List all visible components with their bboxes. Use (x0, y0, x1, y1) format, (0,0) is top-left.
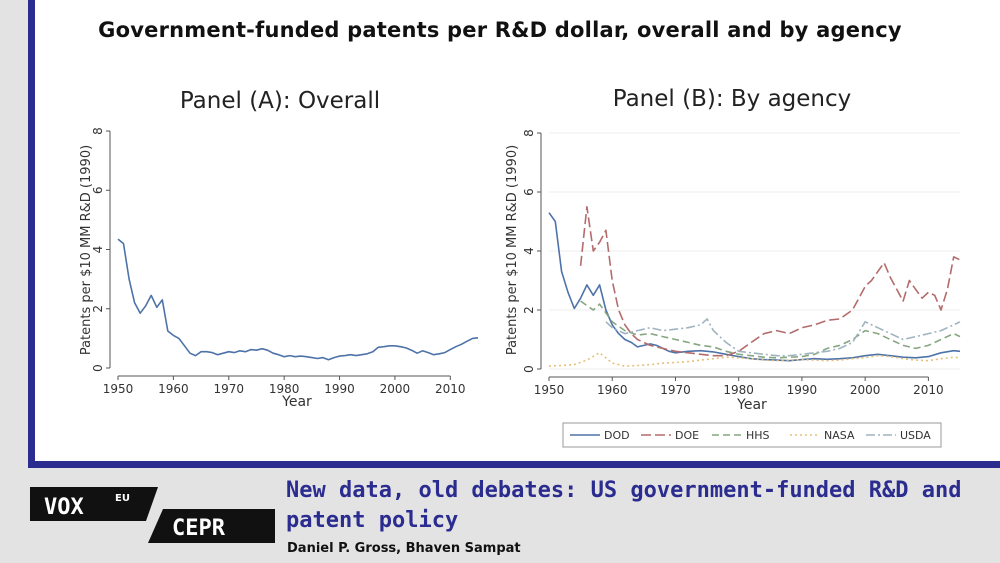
panel-b-title: Panel (B): By agency (613, 86, 852, 112)
legend-label-hhs: HHS (746, 429, 770, 442)
series-line-dod (548, 212, 961, 362)
panel-a-axes: 0 2 4 6 8 1950 1960 1970 1980 1990 2000 2010 (91, 127, 466, 396)
series-line-doe (579, 206, 961, 357)
panel-a-title: Panel (A): Overall (180, 88, 380, 114)
article-authors: Daniel P. Gross, Bhaven Sampat (287, 541, 521, 556)
x-tick-label: 1960 (158, 382, 189, 396)
panel-b-chart: Panel (B): By agency Patents per $10 MM … (505, 86, 961, 448)
charts-area: Panel (A): Overall Patents per $10 MM R&… (79, 86, 961, 448)
x-tick-label: 1980 (723, 383, 754, 397)
article-title-line-1: New data, old debates: US government-fun… (286, 478, 962, 503)
x-tick-label: 1950 (534, 383, 565, 397)
cepr-logo-block (148, 509, 275, 543)
y-tick-label: 6 (91, 186, 105, 194)
article-title-line-2: patent policy (286, 508, 459, 533)
vox-logo-text: VOX (44, 495, 84, 520)
panel-b-lines (548, 206, 961, 367)
legend-label-dod: DOD (604, 429, 630, 442)
series-line-usda (605, 318, 961, 357)
series-line-hhs (580, 300, 961, 359)
x-tick-label: 2000 (850, 383, 881, 397)
y-tick-label: 6 (522, 188, 536, 196)
figure-title: Government-funded patents per R&D dollar… (98, 18, 902, 42)
y-tick-label: 0 (91, 364, 105, 372)
x-tick-label: 1970 (213, 382, 244, 396)
panel-a-chart: Panel (A): Overall Patents per $10 MM R&… (79, 88, 479, 410)
panel-a-xlabel: Year (281, 394, 312, 410)
y-tick-label: 8 (522, 129, 536, 137)
y-tick-label: 4 (91, 246, 105, 254)
cepr-logo-text: CEPR (172, 516, 226, 541)
y-tick-label: 0 (522, 365, 536, 373)
x-tick-label: 2010 (913, 383, 944, 397)
x-tick-label: 1980 (269, 382, 300, 396)
y-tick-label: 4 (522, 247, 536, 255)
legend-label-nasa: NASA (824, 429, 855, 442)
voxeu-cepr-logo[interactable]: VOX EU CEPR (30, 487, 275, 547)
x-tick-label: 1990 (787, 383, 818, 397)
x-tick-label: 1960 (597, 383, 628, 397)
series-line-overall (117, 238, 479, 361)
x-tick-label: 1970 (660, 383, 691, 397)
panel-b-xlabel: Year (736, 397, 767, 413)
figure-card (28, 0, 1000, 468)
panel-b-legend: DOD DOE HHS NASA USDA (562, 422, 942, 448)
article-title[interactable]: New data, old debates: US government-fun… (286, 476, 1000, 536)
x-tick-label: 1950 (103, 382, 134, 396)
series-line-nasa (548, 352, 961, 367)
x-tick-label: 2010 (435, 382, 466, 396)
y-tick-label: 2 (91, 305, 105, 313)
x-tick-label: 2000 (380, 382, 411, 396)
y-tick-label: 2 (522, 306, 536, 314)
legend-label-usda: USDA (900, 429, 931, 442)
panel-a-lines (117, 238, 479, 361)
legend-label-doe: DOE (675, 429, 699, 442)
vox-logo-block (30, 487, 158, 521)
panel-b-ylabel: Patents per $10 MM R&D (1990) (505, 145, 520, 355)
x-tick-label: 1990 (324, 382, 355, 396)
y-tick-label: 8 (91, 127, 105, 135)
panel-b-axes: 0 2 4 6 8 1950 1960 1970 1980 1990 2000 2010 (522, 129, 960, 397)
eu-logo-text: EU (115, 493, 130, 504)
panel-a-ylabel: Patents per $10 MM R&D (1990) (79, 145, 94, 355)
